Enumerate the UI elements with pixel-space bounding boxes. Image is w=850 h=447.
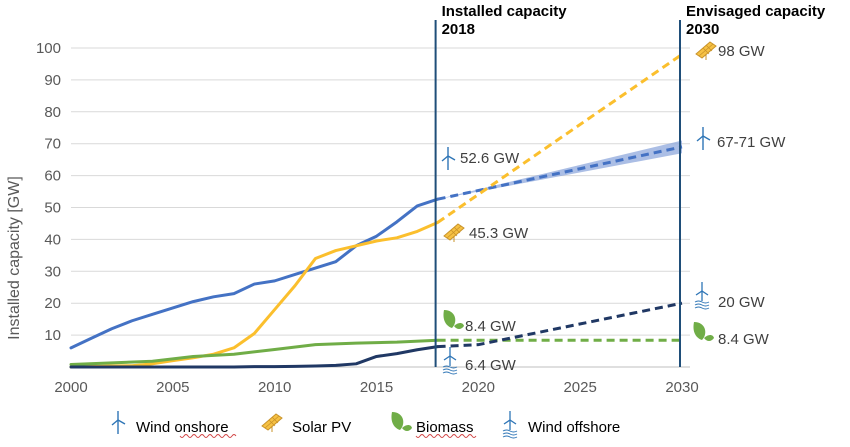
solar-panel-icon [261,413,283,432]
value-annotation: 6.4 GW [465,357,517,374]
y-tick-label: 80 [44,104,61,121]
solar-panel-icon [443,223,465,242]
marker-header: Installed capacity [442,3,568,20]
spellcheck-underline [179,434,237,438]
x-tick-label: 2030 [665,379,698,396]
spellcheck-underline [415,434,477,438]
range-band [437,140,682,200]
legend-label: Wind onshore [136,419,229,436]
value-annotation: 20 GW [718,294,766,311]
offshore-wind-icon [694,282,710,310]
offshore-wind-icon [502,411,518,439]
value-annotation: 67-71 GW [717,134,786,151]
legend-label: Biomass [416,419,474,436]
y-tick-label: 20 [44,295,61,312]
y-axis-ticks: 10 20 30 40 50 60 70 80 90 100 [36,40,61,344]
x-tick-label: 2020 [462,379,495,396]
marker-header: 2018 [442,21,475,38]
x-tick-label: 2000 [54,379,87,396]
wind-onshore-range-band [437,140,682,200]
y-tick-label: 70 [44,136,61,153]
y-tick-label: 90 [44,72,61,89]
leaf-icon [391,412,412,431]
leaf-icon [443,310,464,329]
x-axis-ticks: 2000 2005 2010 2015 2020 2025 2030 [54,379,698,396]
legend-label: Wind offshore [528,419,620,436]
series-line-biomass [69,338,440,366]
series-line-wind-offshore [69,345,440,369]
y-tick-label: 100 [36,40,61,57]
value-annotation: 98 GW [718,43,766,60]
solar-panel-icon [695,41,717,60]
projection-line-wind-offshore [437,301,683,349]
y-axis-label: Installed capacity [GW] [6,176,23,340]
x-tick-label: 2005 [156,379,189,396]
legend: Wind onshore Solar PV Biomass Wind offshore [111,411,620,439]
wind-turbine-icon [441,147,456,170]
wind-turbine-icon [111,411,126,434]
y-tick-label: 40 [44,231,61,248]
value-annotation: 52.6 GW [460,150,520,167]
leaf-icon [693,322,714,341]
legend-label: Solar PV [292,419,351,436]
wind-turbine-icon [696,127,711,150]
offshore-wind-icon [442,347,458,375]
y-tick-label: 50 [44,200,61,217]
value-annotations: 52.6 GW 45.3 GW 8.4 GW 6.4 GW 98 GW 67-71 GW 2… [441,41,786,375]
x-tick-label: 2015 [360,379,393,396]
y-tick-label: 60 [44,168,61,185]
projection-line-wind-onshore [437,145,683,201]
series-line-solar-pv [69,220,440,369]
y-tick-label: 10 [44,327,61,344]
value-annotation: 8.4 GW [465,318,517,335]
y-tick-label: 30 [44,263,61,280]
series-line-wind-onshore [69,197,440,350]
series-lines [69,53,683,369]
x-tick-label: 2025 [563,379,596,396]
marker-header: Envisaged capacity [686,3,826,20]
marker-header: 2030 [686,21,719,38]
value-annotation: 8.4 GW [718,331,770,348]
x-tick-label: 2010 [258,379,291,396]
value-annotation: 45.3 GW [469,225,529,242]
projection-line-solar-pv [436,53,683,224]
